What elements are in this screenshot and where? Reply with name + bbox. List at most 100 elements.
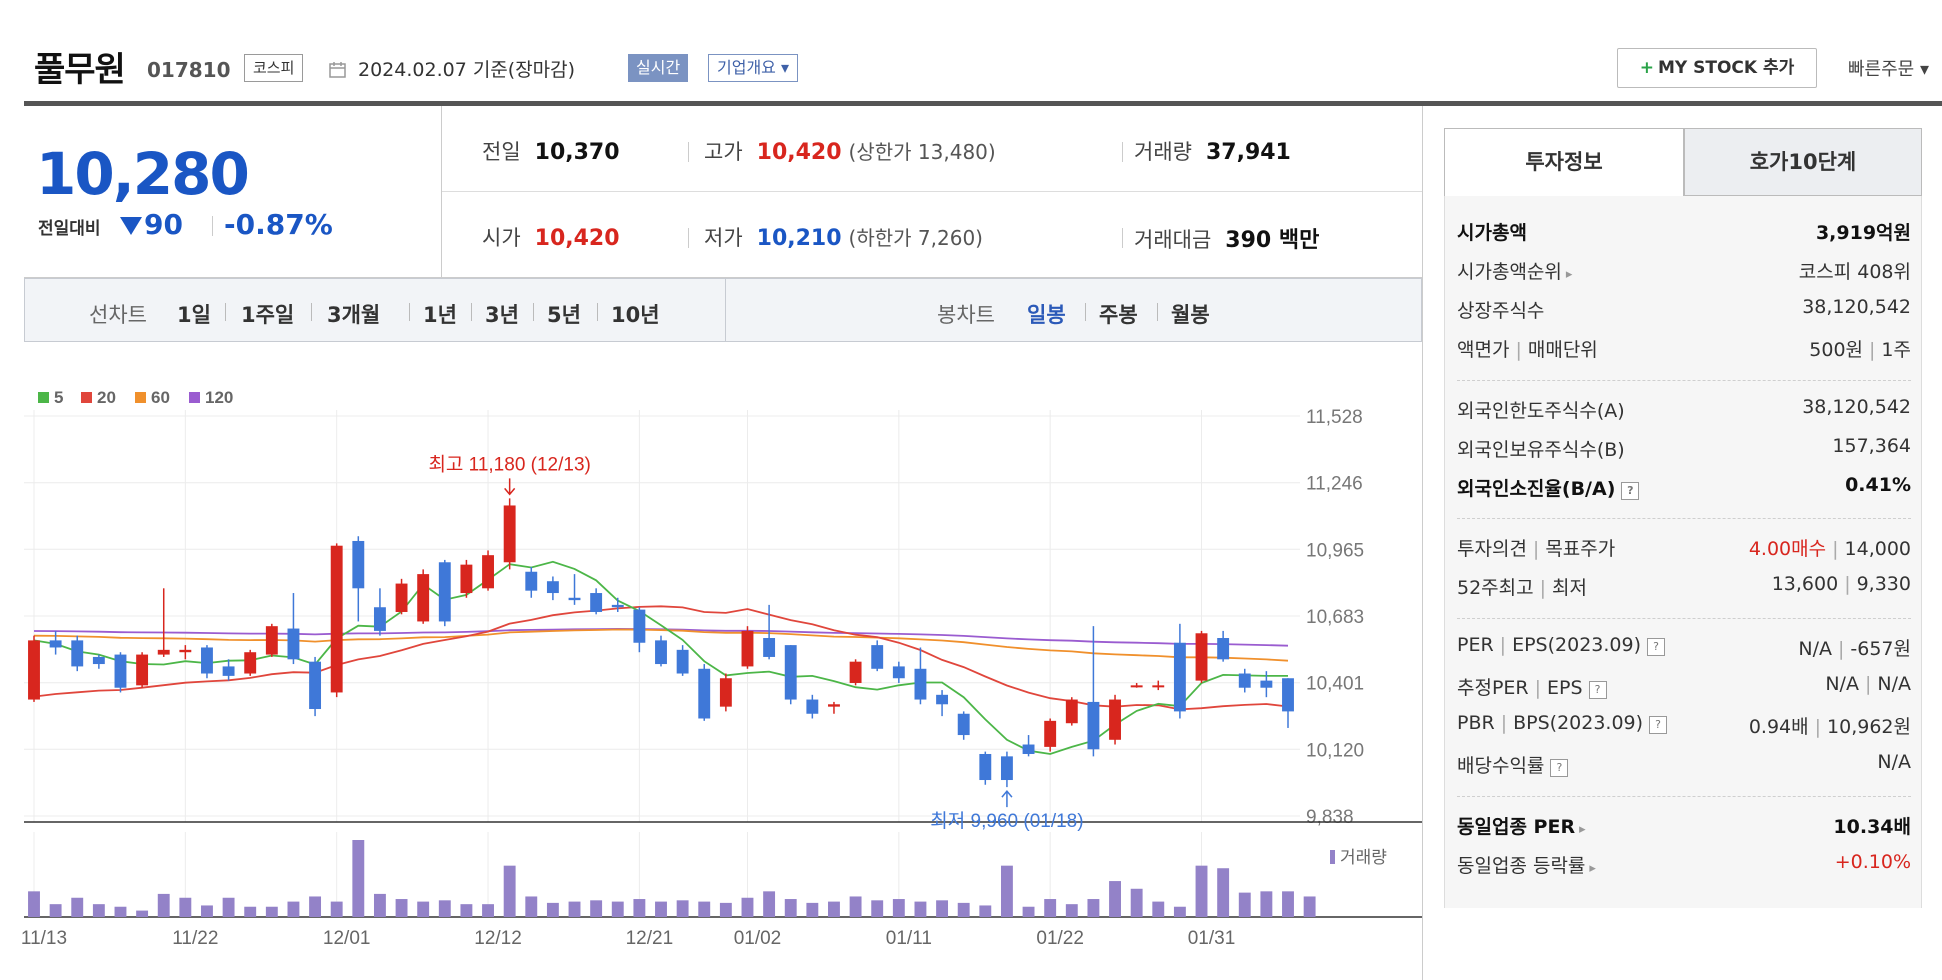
per-values: N/A | -657원 — [1798, 634, 1911, 661]
candle-monthly[interactable]: 월봉 — [1171, 303, 1210, 327]
lower-limit: (하한가 7,260) — [848, 226, 983, 250]
market-cap-rank-link[interactable]: 시가총액순위 ▸ — [1457, 257, 1572, 284]
est-eps-value: N/A — [1877, 673, 1911, 695]
quick-order-dropdown[interactable]: 빠른주문 ▾ — [1848, 59, 1929, 80]
volume-bar — [330, 901, 343, 917]
chart-period-bar: 선차트 1일 1주일 3개월 1년 3년 5년 10년 봉차트 일봉 주봉 월봉 — [24, 278, 1422, 342]
candle-body — [590, 593, 603, 612]
volume-bar — [1217, 868, 1230, 917]
period-3m[interactable]: 3개월 — [327, 303, 381, 327]
par-label: 액면가 — [1457, 339, 1510, 361]
period-3y[interactable]: 3년 — [485, 303, 519, 327]
change-value: 90 — [144, 208, 183, 241]
sector-rate-value: +0.10% — [1835, 851, 1911, 873]
candle-body — [979, 753, 992, 781]
divider — [1457, 618, 1911, 619]
prev-close: 전일 10,370 — [482, 136, 620, 166]
help-icon[interactable]: ? — [1649, 716, 1668, 734]
tab-invest-info[interactable]: 투자정보 — [1444, 128, 1684, 196]
par-value: 500원 — [1809, 339, 1864, 361]
volume-bar — [871, 900, 884, 917]
info-row-par: 액면가 | 매매단위 500원 | 1주 — [1457, 335, 1911, 369]
candle-body — [1260, 680, 1273, 688]
candle-body — [438, 562, 451, 622]
est-per-values: N/A | N/A — [1825, 673, 1911, 695]
volume-bar — [438, 900, 451, 917]
y-tick-label: 11,246 — [1306, 474, 1363, 495]
add-my-stock-button[interactable]: + MY STOCK 추가 — [1617, 48, 1817, 88]
help-icon[interactable]: ? — [1588, 681, 1607, 699]
period-1w[interactable]: 1주일 — [241, 303, 295, 327]
invest-info-panel: 투자정보 호가10단계 시가총액 3,919억원 시가총액순위 ▸ 코스피 408… — [1444, 128, 1922, 908]
candle-body — [698, 668, 711, 719]
line-chart-label: 선차트 — [89, 303, 147, 327]
open-value: 10,420 — [534, 226, 620, 251]
volume-bar — [1000, 865, 1013, 917]
sector-per-label: 동일업종 PER — [1457, 816, 1576, 838]
candle-body — [265, 626, 278, 655]
period-10y[interactable]: 10년 — [611, 303, 660, 327]
sector-rate-label: 동일업종 등락률 — [1457, 855, 1586, 877]
divider — [442, 191, 1422, 192]
candle-body — [525, 571, 538, 591]
pbr-labels: PBR | BPS(2023.09)? — [1457, 712, 1668, 734]
candle-daily[interactable]: 일봉 — [1027, 303, 1066, 327]
volume: 거래량 37,941 — [1134, 136, 1291, 166]
volume-bar — [92, 904, 105, 917]
sector-per-value: 10.34배 — [1833, 816, 1911, 838]
candle-body — [871, 645, 884, 669]
candle-body — [244, 652, 257, 674]
realtime-button[interactable]: 실시간 — [628, 54, 689, 82]
market-cap-label: 시가총액 — [1457, 222, 1527, 244]
candle-weekly[interactable]: 주봉 — [1099, 303, 1138, 327]
tab-orderbook[interactable]: 호가10단계 — [1684, 128, 1922, 196]
bps-label: BPS(2023.09) — [1513, 712, 1644, 734]
x-tick-label: 12/01 — [323, 928, 371, 949]
eps-value: -657원 — [1850, 638, 1911, 660]
candle-body — [676, 649, 689, 674]
volume-bar — [525, 896, 538, 917]
help-icon[interactable]: ? — [1647, 638, 1665, 656]
legend-label: 120 — [205, 388, 233, 407]
candle-body — [1282, 678, 1294, 712]
divider — [311, 303, 312, 321]
shares-value: 38,120,542 — [1802, 296, 1911, 318]
divider — [225, 303, 226, 321]
foreign-hold-label: 외국인보유주식수(B) — [1457, 439, 1625, 461]
per-label: PER — [1457, 634, 1494, 656]
volume-bar — [1109, 881, 1121, 917]
period-1d[interactable]: 1일 — [177, 303, 211, 327]
volume-value: 37,941 — [1205, 140, 1291, 165]
est-eps-label: EPS — [1547, 677, 1583, 699]
volume-label: 거래량 — [1340, 848, 1387, 867]
legend-swatch — [81, 392, 92, 403]
period-5y[interactable]: 5년 — [547, 303, 581, 327]
info-row-sector-per: 동일업종 PER ▸ 10.34배 — [1457, 812, 1911, 846]
down-triangle-icon — [120, 217, 142, 235]
candlestick-chart[interactable]: 11,528 11,246 10,965 10,683 10,401 10,120 9,83… — [0, 370, 1422, 960]
y-tick-label: 9,838 — [1306, 807, 1354, 828]
divider — [471, 303, 472, 321]
foreign-ratio-label-group: 외국인소진율(B/A)? — [1457, 474, 1640, 501]
volume-bar — [417, 901, 430, 917]
high-annotation: 최고 11,180 (12/13) — [428, 453, 590, 475]
volume-bar — [719, 902, 732, 917]
help-icon[interactable]: ? — [1550, 759, 1569, 777]
help-icon[interactable]: ? — [1621, 482, 1640, 500]
x-tick-label: 01/02 — [734, 928, 782, 949]
candle-body — [71, 640, 84, 667]
x-tick-label: 01/31 — [1188, 928, 1236, 949]
low-value: 10,210 — [756, 226, 842, 251]
chevron-right-icon: ▸ — [1579, 822, 1586, 837]
period-1y[interactable]: 1년 — [423, 303, 457, 327]
est-per-label: 추정PER — [1457, 677, 1529, 699]
sector-rate-link[interactable]: 동일업종 등락률 ▸ — [1457, 851, 1596, 878]
y-tick-label: 10,683 — [1306, 607, 1364, 628]
company-overview-dropdown[interactable]: 기업개요 ▾ — [708, 54, 798, 82]
volume-bar — [1282, 891, 1294, 917]
volume-bar — [914, 901, 927, 917]
sector-per-link[interactable]: 동일업종 PER ▸ — [1457, 812, 1586, 839]
current-price-box: 10,280 전일대비 90 -0.87% — [24, 106, 442, 278]
high-label: 고가 — [704, 140, 743, 164]
target-value: 14,000 — [1844, 538, 1911, 560]
